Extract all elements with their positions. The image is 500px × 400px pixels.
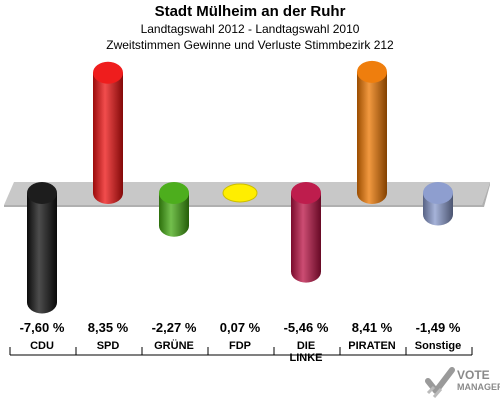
bar-spd-base [93, 182, 123, 204]
category-label: DIE [297, 340, 315, 352]
chart-subtitle: Landtagswahl 2012 - Landtagswahl 2010 [140, 22, 360, 36]
category-label: LINKE [290, 352, 323, 364]
bar-die-linke-cap [291, 182, 321, 204]
bar-piraten-cap [357, 60, 387, 83]
bar-piraten-base [357, 182, 387, 204]
bar-cdu-cap [27, 182, 57, 204]
bar-grüne-cap [159, 182, 189, 204]
category-label: FDP [229, 340, 251, 352]
category-label: GRÜNE [154, 339, 194, 352]
bar-fdp [222, 183, 258, 203]
bar-sonstige-end [423, 203, 453, 226]
bar-spd-cap [93, 61, 123, 84]
logo-text-vote: VOTE [457, 368, 490, 382]
value-label: -2,27 % [152, 320, 197, 335]
category-label: SPD [97, 340, 120, 352]
category-label: CDU [30, 340, 54, 352]
vote-manager-logo: VOTE MANAGER [425, 365, 500, 400]
logo-text-manager: MANAGER [457, 382, 500, 392]
bar-die-linke [291, 193, 321, 272]
value-label: -5,46 % [284, 320, 329, 335]
chart-description: Zweitstimmen Gewinne und Verluste Stimmb… [106, 38, 394, 52]
chart-title: Stadt Mülheim an der Ruhr [154, 3, 346, 20]
bar-piraten [357, 71, 387, 193]
checkmark-icon [425, 367, 455, 398]
category-label: Sonstige [415, 340, 461, 352]
bar-grüne-end [159, 214, 189, 237]
category-label: PIRATEN [348, 340, 396, 352]
bar-spd [93, 72, 123, 193]
value-label: -1,49 % [416, 320, 461, 335]
value-label: 8,41 % [352, 320, 393, 335]
value-label: 0,07 % [220, 320, 261, 335]
bar-die-linke-end [291, 260, 321, 283]
bar-cdu [27, 193, 57, 303]
bar-cdu-end [27, 291, 57, 314]
value-label: 8,35 % [88, 320, 129, 335]
value-label: -7,60 % [20, 320, 65, 335]
bar-sonstige-cap [423, 182, 453, 204]
